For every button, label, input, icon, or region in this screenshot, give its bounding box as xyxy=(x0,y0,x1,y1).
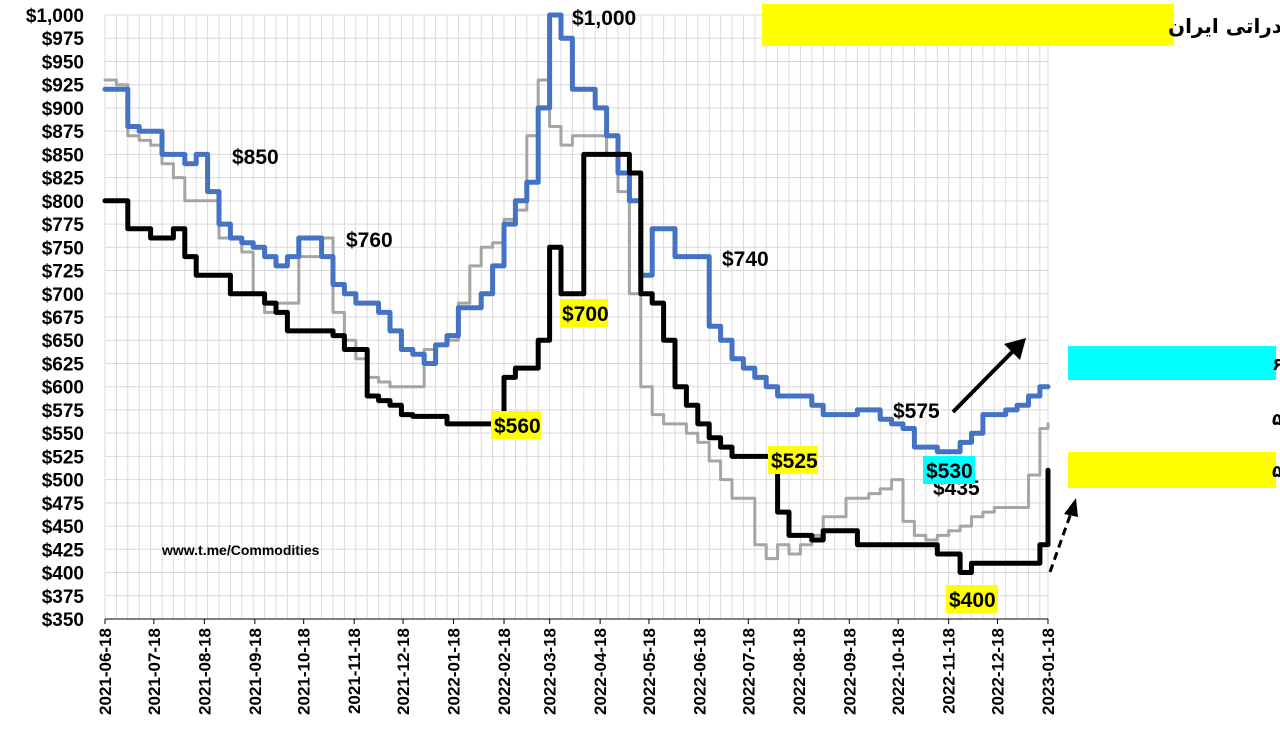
title-box xyxy=(762,4,1174,46)
x-tick-label: 2022-07-18 xyxy=(739,628,758,715)
y-tick-label: $575 xyxy=(42,401,85,422)
x-tick-label: 2022-06-18 xyxy=(690,628,709,715)
y-tick-label: $675 xyxy=(42,308,85,329)
y-tick-label: $1,000 xyxy=(26,6,84,27)
annotation-530: $530 xyxy=(926,460,973,483)
y-tick-label: $650 xyxy=(42,331,84,352)
y-tick-label: $725 xyxy=(42,262,85,283)
up-arrow-solid xyxy=(951,346,1018,414)
watermark: www.t.me/Commodities xyxy=(161,542,320,558)
up-arrow-dashed xyxy=(1048,509,1074,573)
annotation-760: $760 xyxy=(346,229,393,252)
annotation-1000: $1,000 xyxy=(572,7,636,30)
y-tick-label: $775 xyxy=(42,215,85,236)
y-tick-label: $625 xyxy=(42,354,85,375)
series-line-black-sea xyxy=(103,78,1050,561)
annotation-560: $560 xyxy=(494,415,541,438)
x-tick-label: 2021-09-18 xyxy=(246,628,265,715)
y-tick-label: $450 xyxy=(42,517,84,538)
y-tick-label: $950 xyxy=(42,52,84,73)
y-tick-label: $850 xyxy=(42,145,84,166)
x-tick-label: 2021-06-18 xyxy=(96,628,115,715)
series-lines xyxy=(102,12,1051,575)
legend-east-asia: اسلب شرق آسیا, $۶۰۰ xyxy=(1272,353,1280,375)
x-tick-label: 2021-08-18 xyxy=(195,628,214,715)
x-tick-label: 2022-12-18 xyxy=(989,628,1008,715)
grid xyxy=(104,14,1049,620)
x-tick-label: 2022-11-18 xyxy=(940,628,959,714)
y-tick-label: $375 xyxy=(42,587,85,608)
chart-title: روند تغییرات قیمت اسلب صادراتی ایران xyxy=(1168,14,1280,38)
x-tick-label: 2022-02-18 xyxy=(495,628,514,715)
up-arrow-solid-head xyxy=(1004,338,1026,360)
arrows xyxy=(951,338,1078,573)
legend-iran-fob: اسلب فوب ایران, $۵۱۰ xyxy=(1272,462,1280,482)
x-tick-label: 2021-07-18 xyxy=(145,628,164,715)
y-tick-label: $475 xyxy=(42,494,85,515)
x-tick-label: 2022-03-18 xyxy=(541,628,560,715)
y-tick-label: $350 xyxy=(42,610,84,631)
y-tick-label: $800 xyxy=(42,192,84,213)
y-tick-label: $425 xyxy=(42,540,85,561)
x-axis: 2021-06-18 2021-07-18 2021-08-18 2021-09-18… xyxy=(96,618,1058,715)
y-axis: $1,000$975$950$925$900$875$850$825$800$7… xyxy=(26,6,85,631)
annotation-525-box xyxy=(768,446,818,474)
y-tick-label: $525 xyxy=(42,447,85,468)
annotation-400-box xyxy=(946,585,998,613)
series-line-iran-fob xyxy=(102,151,1051,575)
y-tick-label: $700 xyxy=(42,285,84,306)
annotation-530-box xyxy=(923,456,975,484)
x-tick-label: 2022-10-18 xyxy=(889,628,908,715)
y-tick-label: $975 xyxy=(42,29,85,50)
y-tick-label: $900 xyxy=(42,99,84,120)
x-tick-label: 2022-08-18 xyxy=(790,628,809,715)
y-tick-label: $925 xyxy=(42,76,85,97)
y-tick-label: $875 xyxy=(42,122,85,143)
x-tick-label: 2022-05-18 xyxy=(640,628,659,715)
legend-iran-fob-box xyxy=(1068,452,1276,488)
y-tick-label: $600 xyxy=(42,378,84,399)
legend-east-asia-box xyxy=(1068,346,1276,380)
x-tick-label: 2021-12-18 xyxy=(394,628,413,715)
x-tick-label: 2022-04-18 xyxy=(591,628,610,715)
annotation-740: $740 xyxy=(722,248,769,271)
annotation-700-box xyxy=(560,299,608,327)
series-line-east-asia xyxy=(102,12,1051,455)
y-tick-label: $750 xyxy=(42,238,84,259)
annotation-525: $525 xyxy=(771,450,818,473)
y-tick-label: $500 xyxy=(42,471,84,492)
x-tick-label: 2023-01-18 xyxy=(1039,628,1058,715)
y-tick-label: $825 xyxy=(42,169,85,190)
x-tick-label: 2022-01-18 xyxy=(445,628,464,715)
annotations: $1,000 $850 $760 $740 $575 $435 $700 $56… xyxy=(232,7,998,613)
y-tick-label: $550 xyxy=(42,424,84,445)
annotation-575: $575 xyxy=(893,400,940,423)
up-arrow-dashed-head xyxy=(1064,498,1078,517)
x-tick-label: 2022-09-18 xyxy=(840,628,859,715)
annotation-700: $700 xyxy=(562,303,609,326)
y-tick-label: $400 xyxy=(42,564,84,585)
annotation-560-box xyxy=(491,411,541,439)
annotation-400: $400 xyxy=(949,589,996,612)
x-tick-label: 2021-10-18 xyxy=(295,628,314,715)
annotation-850: $850 xyxy=(232,146,279,169)
legend-black-sea: اسلب دریای سیاه, $۵۶۰ xyxy=(1272,410,1280,430)
x-tick-label: 2021-11-18 xyxy=(345,628,364,714)
legend: اسلب شرق آسیا, $۶۰۰ اسلب دریای سیاه, $۵۶… xyxy=(1068,346,1280,488)
